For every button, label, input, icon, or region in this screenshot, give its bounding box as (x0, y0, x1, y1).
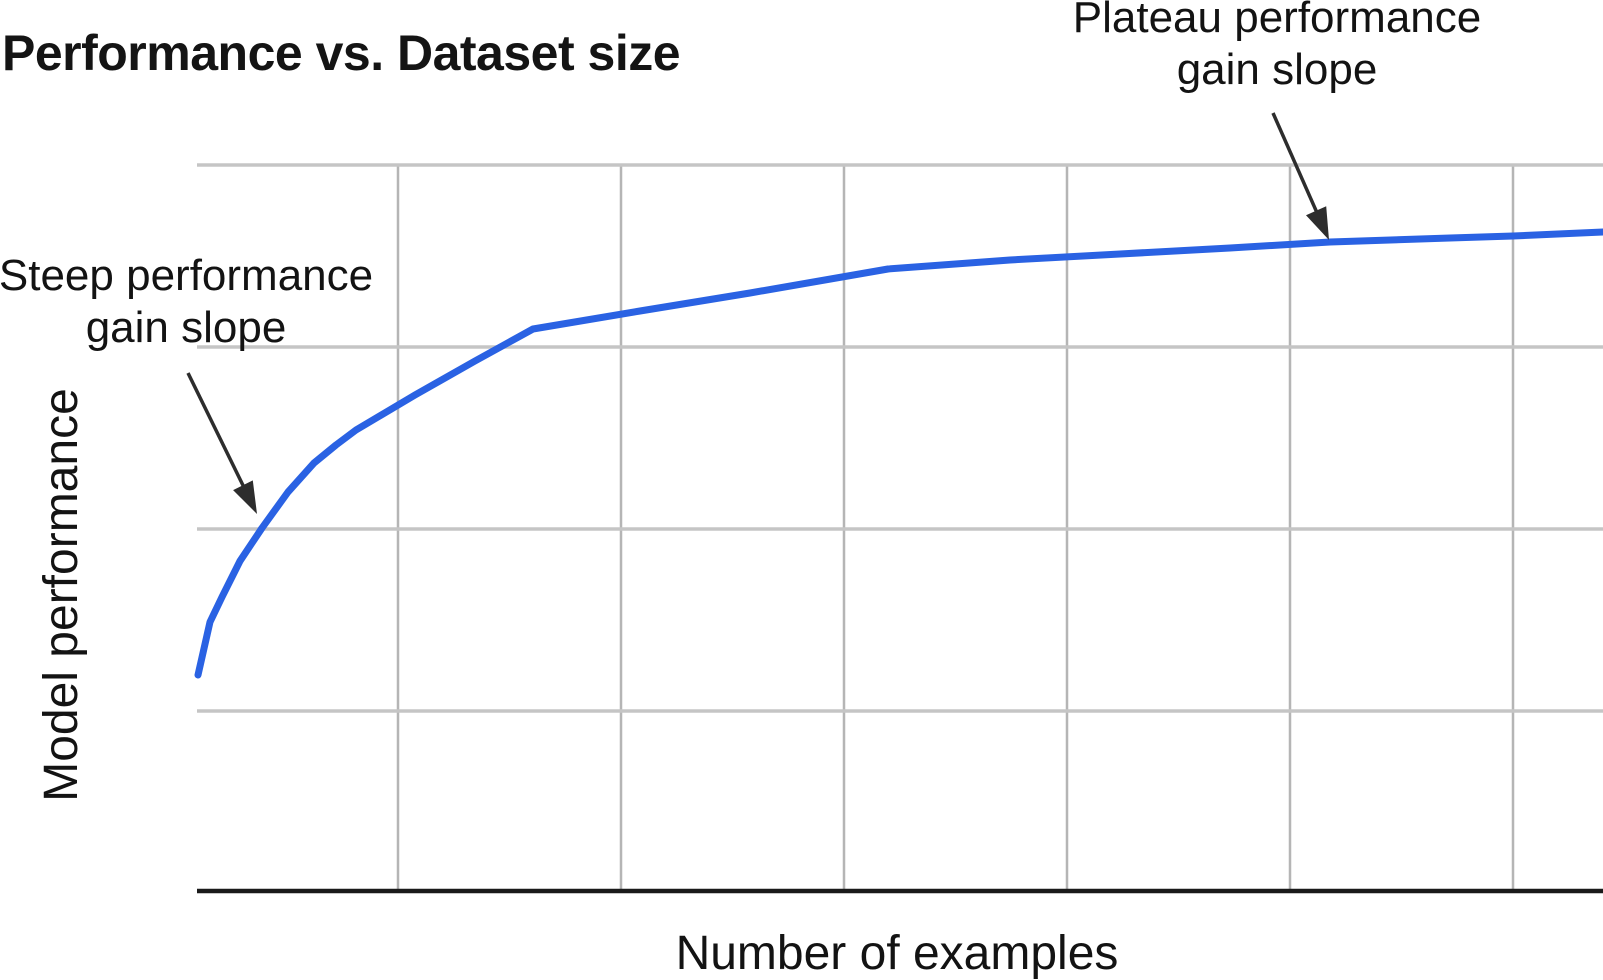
y-axis-label: Model performance (35, 388, 88, 802)
annotation-plateau: Plateau performance gain slope (1037, 0, 1517, 96)
annotation-arrow-line-plateau (1271, 112, 1321, 217)
x-axis-label: Number of examples (675, 927, 1119, 980)
annotation-arrowhead-plateau (1306, 206, 1329, 240)
annotation-arrow-line-steep (186, 372, 248, 492)
annotation-plateau-line2: gain slope (1176, 45, 1378, 94)
annotation-arrowhead-steep (233, 480, 257, 514)
annotation-steep-line1: Steep performance (0, 251, 374, 300)
annotation-plateau-line1: Plateau performance (1072, 0, 1482, 42)
performance-curve (194, 228, 1603, 679)
page-title: Performance vs. Dataset size (2, 25, 681, 81)
annotation-steep: Steep performance gain slope (0, 250, 416, 354)
annotation-steep-line2: gain slope (85, 303, 287, 352)
